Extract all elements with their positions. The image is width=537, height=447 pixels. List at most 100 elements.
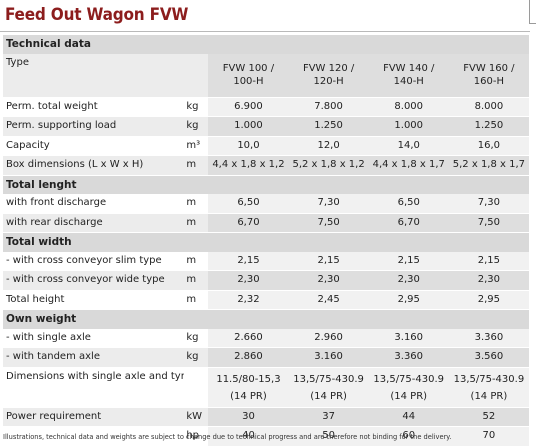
table-row: Dimensions with single axle and tyres 11… [3, 367, 529, 408]
section-heading: Total width [3, 232, 529, 252]
cell-value: 3.360 [448, 328, 529, 348]
row-label: Capacity [3, 136, 185, 156]
row-label: Perm. total weight [3, 97, 185, 117]
row-unit: kg [184, 97, 209, 117]
row-unit: kg [184, 328, 209, 348]
row-unit: m [184, 194, 209, 214]
cell-value: 13,5/75-430.9 (14 PR) [288, 367, 369, 408]
table-row: Box dimensions (L x W x H) m 4,4 x 1,8 x… [3, 155, 529, 176]
row-label: Total height [3, 290, 185, 310]
cell-value: 11.5/80-15,3 (14 PR) [208, 367, 289, 408]
cell-value: 37 [288, 407, 369, 427]
table-row: Total height m 2,32 2,45 2,95 2,95 [3, 290, 529, 310]
model-header: FVW 120 /120-H [288, 53, 369, 98]
page-title: Feed Out Wagon FVW [5, 5, 189, 25]
cell-value: 6,50 [368, 194, 449, 214]
cell-value: 44 [368, 407, 449, 427]
cell-value: 2,30 [368, 270, 449, 291]
row-unit: m [184, 270, 209, 291]
row-label: - with cross conveyor wide type [3, 270, 185, 291]
table-header-row: Type FVW 100 /100-H FVW 120 /120-H FVW 1… [3, 53, 529, 98]
row-label: with front discharge [3, 194, 185, 214]
cell-value: 2,15 [368, 251, 449, 271]
section-heading: Own weight [3, 309, 529, 329]
cell-value: 40 [208, 426, 289, 447]
table-row: Perm. supporting load kg 1.000 1.250 1.0… [3, 116, 529, 137]
cell-value: 60 [368, 426, 449, 447]
cell-value: 1.000 [208, 116, 289, 137]
row-label: - with cross conveyor slim type [3, 251, 185, 271]
table-row: - with single axle kg 2.660 2.960 3.160 … [3, 328, 529, 348]
cell-value: 5,2 x 1,8 x 1,7 [448, 155, 529, 176]
cell-value: 2,45 [288, 290, 369, 310]
cell-value: 1.000 [368, 116, 449, 137]
cell-value: 3.160 [288, 347, 369, 368]
row-label: - with single axle [3, 328, 185, 348]
table-row: Power requirement kW 30 37 44 52 [3, 407, 529, 427]
row-unit: m [184, 251, 209, 271]
cell-value: 12,0 [288, 136, 369, 156]
cell-value: 7,30 [448, 194, 529, 214]
section-heading: Technical data [3, 35, 529, 54]
cell-value: 30 [208, 407, 289, 427]
section-technical-data: Technical data [3, 35, 529, 54]
cell-value: 1.250 [288, 116, 369, 137]
table-row: - with cross conveyor slim type m 2,15 2… [3, 251, 529, 271]
row-label: Power requirement [3, 407, 185, 427]
row-unit: kg [184, 347, 209, 368]
row-unit [184, 367, 209, 408]
model-header: FVW 100 /100-H [208, 53, 289, 98]
title-corner-mark [529, 0, 536, 24]
cell-value: 2,15 [288, 251, 369, 271]
table-row: Perm. total weight kg 6.900 7.800 8.000 … [3, 97, 529, 117]
cell-value: 7,50 [288, 213, 369, 233]
unit-cell [184, 53, 209, 98]
cell-value: 5,2 x 1,8 x 1,2 [288, 155, 369, 176]
type-label: Type [3, 53, 185, 98]
section-total-width: Total width [3, 232, 529, 252]
cell-value: 2,30 [448, 270, 529, 291]
cell-value: 3.160 [368, 328, 449, 348]
cell-value: 2,15 [208, 251, 289, 271]
technical-data-table: Technical data Type FVW 100 /100-H FVW 1… [3, 35, 529, 447]
cell-value: 7,50 [448, 213, 529, 233]
model-header: FVW 160 /160-H [448, 53, 529, 98]
cell-value: 50 [288, 426, 369, 447]
row-label: Box dimensions (L x W x H) [3, 155, 185, 176]
row-unit: kW [184, 407, 209, 427]
title-bar: Feed Out Wagon FVW [0, 0, 530, 32]
cell-value: 2,95 [368, 290, 449, 310]
table-row: - with cross conveyor wide type m 2,30 2… [3, 270, 529, 291]
row-unit: m [184, 213, 209, 233]
cell-value: 13,5/75-430.9 (14 PR) [368, 367, 449, 408]
model-header: FVW 140 /140-H [368, 53, 449, 98]
cell-value: 2,32 [208, 290, 289, 310]
row-label: Dimensions with single axle and tyres [3, 367, 185, 408]
table-row: - with tandem axle kg 2.860 3.160 3.360 … [3, 347, 529, 368]
cell-value: 52 [448, 407, 529, 427]
row-unit: m³ [184, 136, 209, 156]
cell-value: 14,0 [368, 136, 449, 156]
table-row: Capacity m³ 10,0 12,0 14,0 16,0 [3, 136, 529, 156]
cell-value: 2,95 [448, 290, 529, 310]
row-unit: m [184, 155, 209, 176]
cell-value: 3.560 [448, 347, 529, 368]
cell-value: 6,70 [368, 213, 449, 233]
cell-value: 2,30 [208, 270, 289, 291]
cell-value: 2.860 [208, 347, 289, 368]
cell-value: 8.000 [448, 97, 529, 117]
cell-value: 4,4 x 1,8 x 1,7 [368, 155, 449, 176]
cell-value: 16,0 [448, 136, 529, 156]
section-heading: Total lenght [3, 175, 529, 194]
footnote: Illustrations, technical data and weight… [3, 432, 452, 441]
row-label: - with tandem axle [3, 347, 185, 368]
cell-value: 7,30 [288, 194, 369, 214]
section-own-weight: Own weight [3, 309, 529, 329]
cell-value: 2.960 [288, 328, 369, 348]
row-unit: kg [184, 116, 209, 137]
cell-value: 6,50 [208, 194, 289, 214]
table-row: with front discharge m 6,50 7,30 6,50 7,… [3, 194, 529, 214]
table-row: hp 40 50 60 70 [3, 426, 529, 447]
row-unit: hp [184, 426, 209, 447]
